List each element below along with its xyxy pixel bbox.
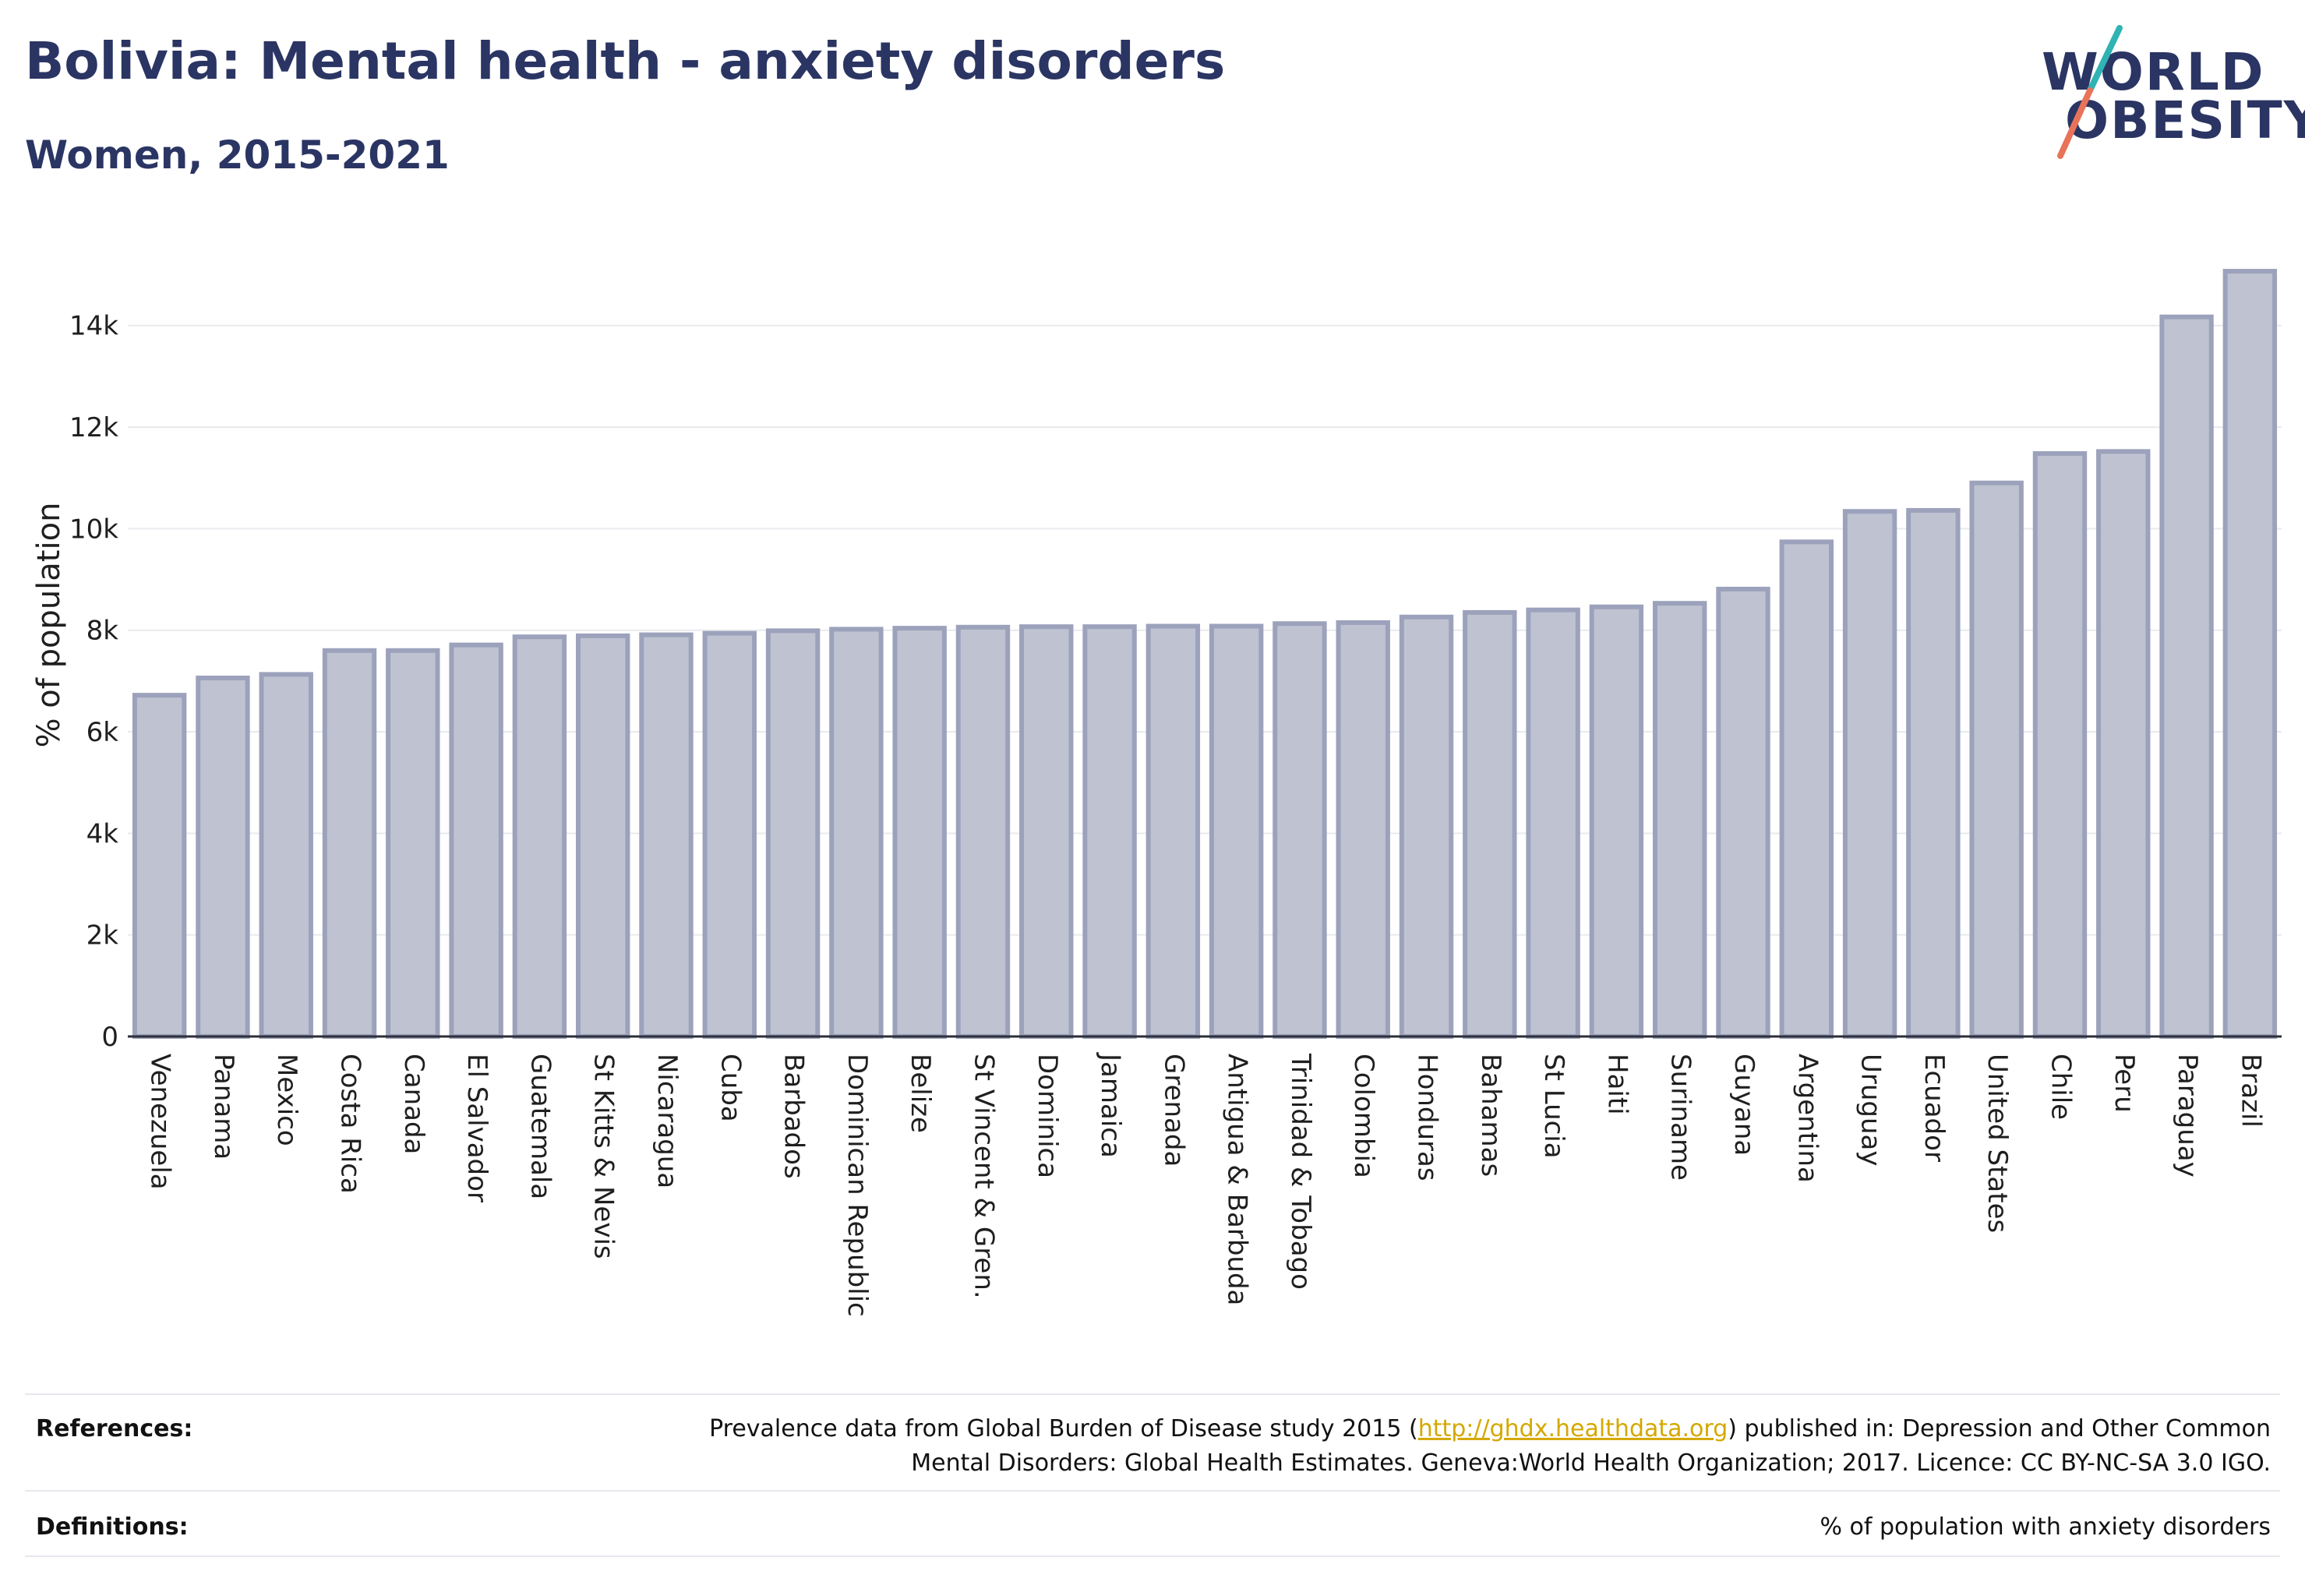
world-obesity-logo: WORLD OBESITY bbox=[2034, 23, 2305, 164]
x-tick-label: Antigua & Barbuda bbox=[1222, 1054, 1253, 1305]
y-tick-label: 2k bbox=[86, 920, 119, 952]
bar-uruguay bbox=[1842, 509, 1897, 1039]
bar-canada bbox=[386, 648, 440, 1039]
x-tick-label: Cuba bbox=[715, 1054, 746, 1122]
divider-top bbox=[25, 1393, 2280, 1395]
bar-chart: 0 2k 4k 6k 8k 10k 12k 14k Venezuela Panama Mexico… bbox=[31, 269, 2282, 1317]
bar-trinidad-tobago bbox=[1273, 621, 1327, 1039]
bar-st-kitts-nevis bbox=[576, 633, 630, 1039]
references-text-start: Prevalence data from Global Burden of Di… bbox=[709, 1415, 1418, 1442]
x-tick-label: St Kitts & Nevis bbox=[588, 1054, 619, 1259]
y-tick-label: 12k bbox=[69, 412, 118, 443]
page-subtitle: Women, 2015-2021 bbox=[25, 132, 450, 178]
bar-bahamas bbox=[1463, 609, 1517, 1039]
definitions-text: % of population with anxiety disorders bbox=[1820, 1513, 2271, 1541]
x-tick-label: Uruguay bbox=[1855, 1054, 1887, 1167]
definitions-label: Definitions: bbox=[36, 1513, 189, 1541]
references-label: References: bbox=[36, 1415, 193, 1442]
logo-slash-icon bbox=[2057, 25, 2123, 159]
bar-costa-rica bbox=[322, 648, 377, 1039]
x-tick-label: Venezuela bbox=[145, 1054, 176, 1190]
x-tick-label: Dominican Republic bbox=[842, 1054, 873, 1317]
x-tick-label: St Lucia bbox=[1538, 1054, 1569, 1159]
bar-guatemala bbox=[512, 634, 567, 1039]
bar-peru bbox=[2096, 449, 2151, 1039]
x-tick-labels: Venezuela Panama Mexico Costa Rica Canada El … bbox=[145, 1052, 2267, 1317]
bar-el-salvador bbox=[449, 642, 503, 1039]
x-tick-label: Argentina bbox=[1791, 1054, 1823, 1183]
bar-suriname bbox=[1653, 601, 1707, 1039]
x-tick-label: Ecuador bbox=[1918, 1054, 1950, 1162]
x-tick-label: Brazil bbox=[2235, 1054, 2266, 1128]
bar-colombia bbox=[1336, 620, 1390, 1039]
bar-brazil bbox=[2222, 269, 2278, 1039]
bar-belize bbox=[892, 626, 947, 1039]
x-tick-label: Paraguay bbox=[2172, 1054, 2203, 1178]
x-tick-label: Haiti bbox=[1601, 1054, 1633, 1115]
x-tick-label: Costa Rica bbox=[335, 1054, 366, 1194]
bar-panama bbox=[196, 675, 250, 1039]
bar-barbados bbox=[765, 628, 821, 1039]
x-tick-label: Bahamas bbox=[1475, 1054, 1506, 1177]
references-text-line2: Mental Disorders: Global Health Estimate… bbox=[911, 1449, 2271, 1477]
logo-text-world: WORLD bbox=[2042, 42, 2265, 102]
y-tick-label: 4k bbox=[86, 818, 119, 849]
y-tick-label: 8k bbox=[86, 616, 119, 647]
bar-cuba bbox=[702, 630, 757, 1039]
bar-venezuela bbox=[132, 693, 187, 1040]
bar-st-vincent-gren- bbox=[955, 624, 1011, 1039]
x-tick-label: Dominica bbox=[1032, 1054, 1063, 1178]
bar-argentina bbox=[1779, 539, 1834, 1039]
x-tick-label: Guatemala bbox=[524, 1054, 556, 1199]
x-tick-label: Guyana bbox=[1728, 1054, 1760, 1156]
bar-st-lucia bbox=[1526, 607, 1580, 1039]
bar-haiti bbox=[1589, 604, 1644, 1039]
x-tick-label: Suriname bbox=[1665, 1054, 1696, 1181]
references-text-end: ) published in: Depression and Other Com… bbox=[1728, 1415, 2271, 1442]
y-tick-label: 6k bbox=[86, 717, 119, 748]
bar-united-states bbox=[1969, 480, 2024, 1039]
x-tick-label: Panama bbox=[208, 1054, 239, 1160]
page-title: Bolivia: Mental health - anxiety disorde… bbox=[25, 31, 1226, 91]
bar-ecuador bbox=[1906, 507, 1961, 1039]
bar-antigua-barbuda bbox=[1209, 623, 1264, 1039]
x-tick-label: Chile bbox=[2045, 1054, 2076, 1120]
x-tick-label: Peru bbox=[2109, 1054, 2140, 1113]
bar-nicaragua bbox=[639, 632, 694, 1039]
x-tick-label: Mexico bbox=[271, 1054, 302, 1146]
bar-jamaica bbox=[1082, 624, 1137, 1039]
y-axis-label: % of population bbox=[31, 503, 67, 748]
divider-middle bbox=[25, 1490, 2280, 1492]
x-tick-label: Barbados bbox=[778, 1054, 810, 1179]
bars bbox=[132, 269, 2278, 1040]
x-tick-label: Colombia bbox=[1348, 1054, 1379, 1178]
y-tick-label: 10k bbox=[69, 514, 118, 545]
x-tick-label: Canada bbox=[398, 1054, 429, 1154]
logo-text-obesity: OBESITY bbox=[2065, 90, 2305, 150]
bar-chile bbox=[2032, 450, 2088, 1039]
bar-mexico bbox=[259, 672, 313, 1040]
bar-honduras bbox=[1399, 614, 1454, 1039]
bar-paraguay bbox=[2159, 314, 2214, 1040]
bar-guyana bbox=[1716, 586, 1770, 1039]
bar-dominica bbox=[1019, 624, 1074, 1039]
references-text: Prevalence data from Global Burden of Di… bbox=[556, 1412, 2271, 1481]
bar-grenada bbox=[1145, 623, 1201, 1039]
x-tick-label: Trinidad & Tobago bbox=[1285, 1053, 1316, 1290]
x-tick-label: Grenada bbox=[1158, 1054, 1189, 1167]
x-tick-label: Jamaica bbox=[1095, 1052, 1126, 1158]
x-tick-label: St Vincent & Gren. bbox=[968, 1054, 999, 1299]
y-tick-labels: 0 2k 4k 6k 8k 10k 12k 14k bbox=[69, 311, 118, 1053]
y-tick-label: 0 bbox=[101, 1022, 118, 1053]
divider-bottom bbox=[25, 1555, 2280, 1557]
references-link[interactable]: http://ghdx.healthdata.org bbox=[1417, 1415, 1728, 1442]
x-tick-label: Belize bbox=[905, 1054, 936, 1133]
x-tick-label: Honduras bbox=[1412, 1054, 1443, 1181]
y-tick-label: 14k bbox=[69, 311, 118, 342]
x-tick-label: Nicaragua bbox=[651, 1054, 683, 1188]
x-tick-label: El Salvador bbox=[461, 1054, 492, 1202]
bar-dominican-republic bbox=[829, 627, 884, 1039]
x-tick-label: United States bbox=[1982, 1054, 2013, 1233]
